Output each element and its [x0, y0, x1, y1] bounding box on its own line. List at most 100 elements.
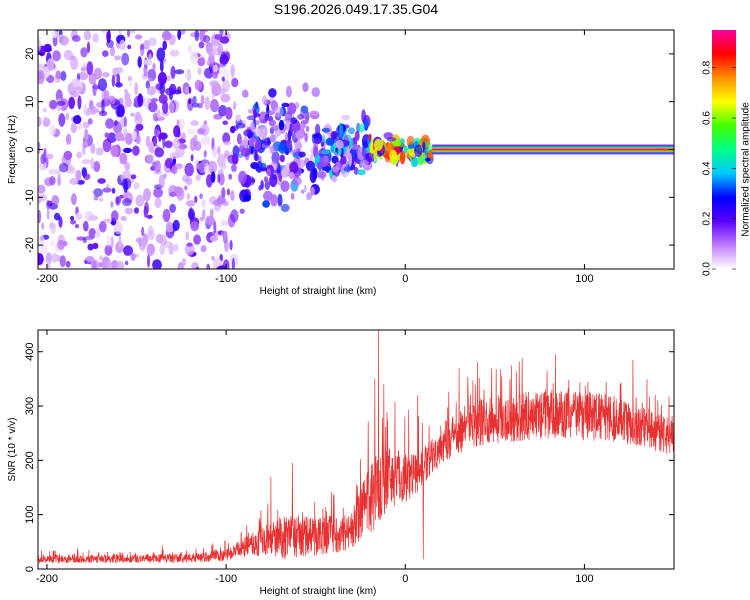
spectrogram-blob [101, 100, 105, 114]
spectrogram-blob [258, 185, 262, 192]
x-tick-label: 100 [575, 273, 593, 285]
spectrogram-blob [97, 78, 108, 92]
spectrogram-blob [285, 139, 293, 149]
spectrogram-blob [98, 197, 104, 202]
spectrogram-blob [95, 226, 100, 236]
spectrogram-blob [238, 170, 247, 185]
spectrogram-blob [83, 30, 92, 41]
spectrogram-blob [245, 176, 256, 186]
spectrogram-blob [87, 118, 93, 125]
spectrogram-blob [219, 36, 230, 44]
spectrogram-blob [58, 162, 69, 173]
spectrogram-blob [115, 105, 125, 118]
spectrogram-blob [170, 65, 176, 79]
spectrogram-blob [202, 209, 206, 219]
spectrogram-blob [359, 159, 369, 168]
spectrogram-blob [168, 101, 175, 114]
spectrogram-blob [178, 143, 188, 150]
spectrogram-blob [152, 62, 156, 72]
spectrogram-blob [262, 200, 270, 208]
spectrogram-blob [159, 59, 164, 73]
spectrogram-blob [38, 39, 42, 52]
spectrogram-blob [322, 149, 330, 155]
spectrogram-blob [201, 135, 211, 146]
spectrogram-blob [82, 140, 88, 149]
spectrogram-blob [152, 259, 162, 269]
spectrogram-blob [39, 161, 47, 171]
spectrogram-blob [150, 98, 158, 103]
spectrogram-blob [230, 190, 235, 202]
colorbar-tick-label: 0.2 [702, 211, 713, 225]
spectrogram-blob [70, 220, 77, 225]
spectrogram-blob [78, 71, 89, 81]
spectrogram-blob [114, 131, 124, 142]
spectrogram-blob [156, 109, 161, 119]
spectrogram-blob [162, 40, 167, 51]
spectrogram-blob [150, 165, 156, 171]
spectrogram-blob [197, 67, 202, 75]
spectrogram-blob [203, 150, 207, 158]
spectrogram-blob [162, 100, 169, 115]
snr-series-line [38, 330, 674, 564]
spectrogram-blob [365, 152, 376, 163]
spectrogram-blob [103, 218, 113, 223]
spectrogram-blob [300, 105, 309, 114]
x-tick-label: 0 [402, 273, 408, 285]
spectrogram-blob [84, 211, 94, 222]
spectrogram-blob [348, 127, 355, 135]
spectrogram-blob [184, 72, 190, 80]
spectrogram-blob [82, 220, 89, 232]
spectrogram-blob [281, 168, 289, 178]
spectrogram-blob [172, 219, 180, 231]
spectrogram-blob [59, 255, 66, 268]
spectrogram-blob [102, 50, 109, 57]
spectrogram-blob [313, 146, 319, 158]
spectrogram-blob [266, 168, 272, 177]
colorbar-label: Normalized spectral amplitude [741, 102, 750, 237]
spectrogram-blob [119, 152, 128, 165]
spectrogram-blob [295, 129, 305, 140]
spectrogram-blob [216, 196, 226, 204]
spectrogram-blob [154, 128, 159, 137]
spectrogram-blob [135, 134, 141, 145]
spectrogram-blob [205, 162, 210, 175]
spectrogram-blob [264, 114, 268, 122]
spectrogram-blob [361, 109, 366, 124]
spectrogram-blob [135, 111, 141, 121]
spectrogram-blob [117, 195, 122, 203]
spectrogram-blob [85, 256, 95, 262]
spectrogram-blob [124, 207, 134, 215]
spectrogram-blob [146, 85, 156, 96]
spectrogram-blob [280, 203, 290, 213]
spectrogram-blob [184, 162, 194, 177]
spectrogram-blob [197, 128, 206, 135]
spectrogram-blob [144, 201, 150, 215]
y-tick-label: 0 [24, 146, 36, 152]
spectrogram-blob [200, 245, 207, 253]
snr-frame [37, 329, 675, 570]
spectrogram-blob [38, 209, 41, 224]
spectrogram-blob [93, 161, 101, 173]
spectrogram-blob [289, 171, 295, 180]
spectrogram-blob [279, 154, 285, 163]
spectrogram-blob [120, 215, 127, 222]
spectrogram-blob [55, 89, 63, 103]
spectrogram-blob [263, 176, 269, 183]
spectrogram-blob [297, 113, 305, 120]
spectrogram-blob [243, 194, 252, 202]
spectrogram-blob [169, 227, 174, 233]
x-tick-label: -100 [215, 273, 237, 285]
spectrogram-blob [231, 77, 239, 88]
spectrogram-blob [124, 132, 133, 145]
colorbar-tick-label: 0.6 [702, 111, 713, 125]
spectrogram-blob [316, 161, 322, 170]
x-axis-label: Height of straight line (km) [260, 286, 377, 297]
spectrogram-blob [51, 195, 60, 206]
spectrogram-blob [264, 180, 270, 190]
spectrogram-blob [216, 63, 227, 68]
spectrogram-blob [231, 163, 237, 173]
spectrogram-blob [49, 176, 56, 186]
spectrogram-blob [112, 67, 119, 75]
spectrogram-blob [192, 95, 197, 104]
